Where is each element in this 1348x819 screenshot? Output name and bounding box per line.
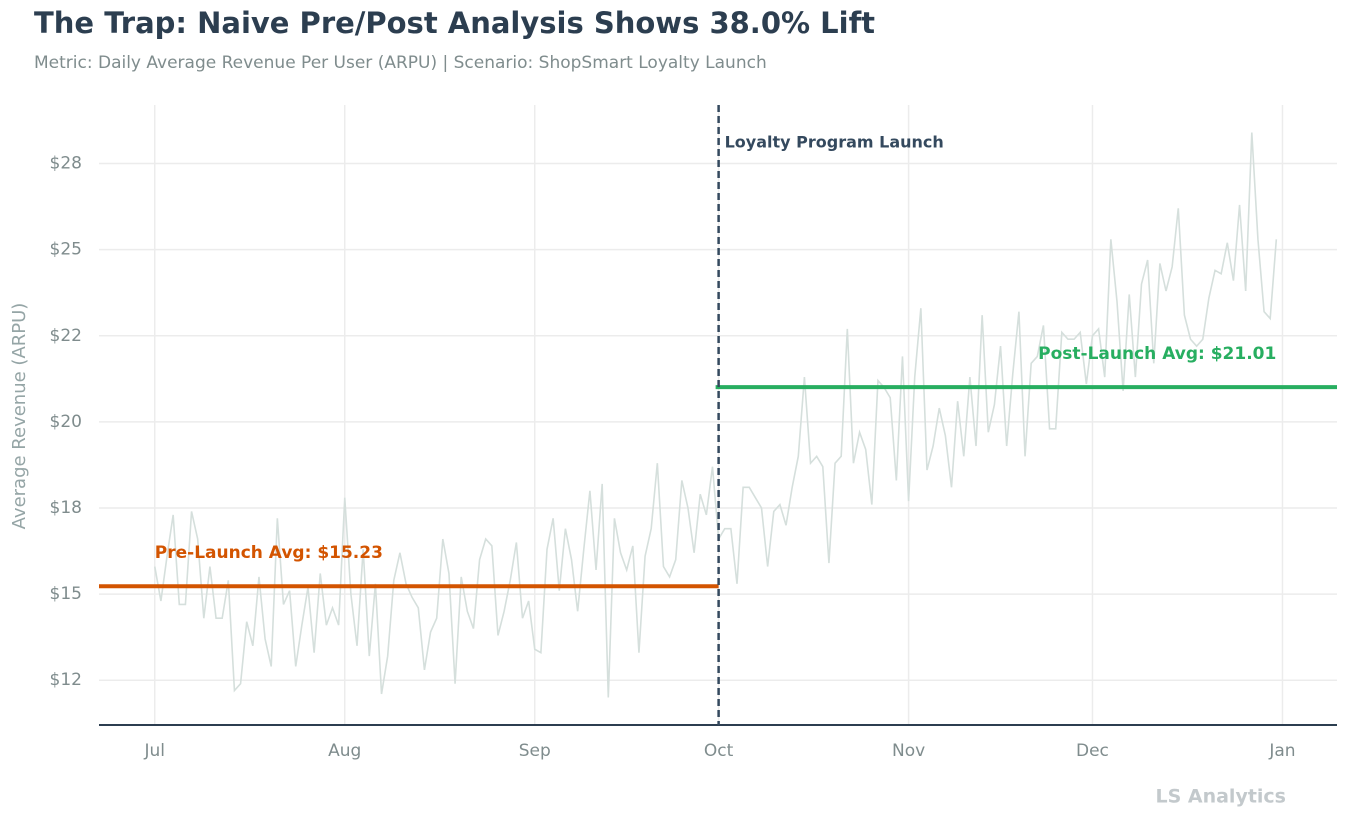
average-label: Post-Launch Avg: $21.01 <box>1038 344 1276 364</box>
y-tick-label: $18 <box>50 498 82 518</box>
y-tick-label: $28 <box>50 154 82 174</box>
y-axis-label: Average Revenue (ARPU) <box>9 303 30 530</box>
y-tick-label: $22 <box>50 326 82 346</box>
average-label: Pre-Launch Avg: $15.23 <box>155 543 383 563</box>
x-tick-label: Sep <box>519 741 551 761</box>
chart-subtitle: Metric: Daily Average Revenue Per User (… <box>34 53 767 73</box>
x-tick-label: Nov <box>892 741 925 761</box>
x-tick-label: Aug <box>328 741 361 761</box>
launch-label: Loyalty Program Launch <box>725 133 944 152</box>
y-tick-label: $15 <box>50 584 82 604</box>
data-line <box>153 132 1278 698</box>
y-tick-label: $12 <box>50 670 82 690</box>
chart-title: The Trap: Naive Pre/Post Analysis Shows … <box>34 6 875 40</box>
x-tick-label: Jan <box>1268 741 1295 761</box>
y-tick-label: $25 <box>50 240 82 260</box>
x-tick-label: Jul <box>144 741 166 761</box>
watermark: LS Analytics <box>1155 786 1286 808</box>
x-tick-label: Dec <box>1076 741 1109 761</box>
x-tick-label: Oct <box>704 741 734 761</box>
y-tick-label: $20 <box>50 412 82 432</box>
